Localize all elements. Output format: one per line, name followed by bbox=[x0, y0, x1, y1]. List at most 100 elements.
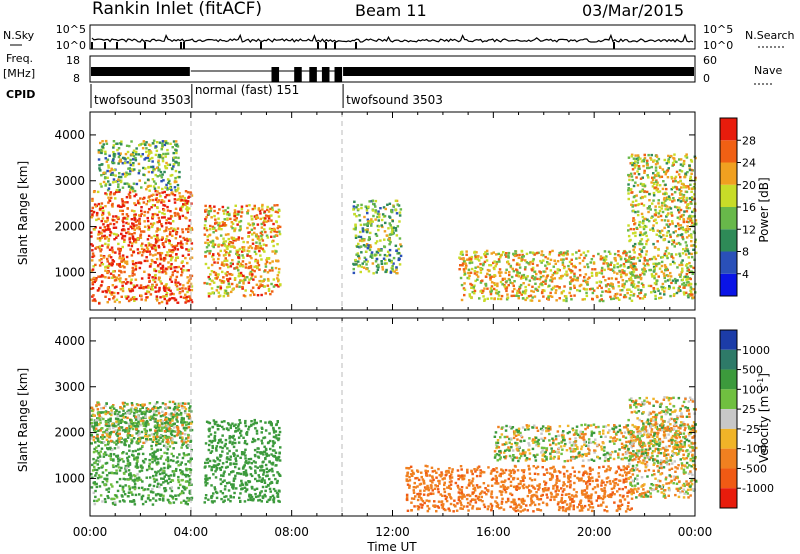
echo-cell bbox=[617, 285, 621, 288]
echo-cell bbox=[137, 448, 140, 451]
echo-cell bbox=[228, 254, 231, 257]
echo-cell bbox=[145, 468, 149, 472]
echo-cell bbox=[159, 195, 162, 198]
echo-cell bbox=[100, 236, 103, 239]
echo-cell bbox=[261, 239, 265, 242]
echo-cell bbox=[631, 200, 635, 204]
echo-cell bbox=[553, 285, 557, 288]
echo-cell bbox=[93, 280, 96, 284]
echo-cell bbox=[660, 175, 664, 178]
echo-cell bbox=[176, 301, 180, 304]
echo-cell bbox=[99, 250, 102, 253]
echo-cell bbox=[377, 225, 381, 228]
echo-cell bbox=[155, 240, 158, 243]
echo-cell bbox=[278, 283, 282, 287]
echo-cell bbox=[119, 152, 122, 155]
echo-cell bbox=[236, 223, 239, 226]
echo-cell bbox=[690, 202, 693, 205]
echo-cell bbox=[188, 491, 191, 494]
echo-cell bbox=[678, 197, 681, 200]
echo-cell bbox=[166, 148, 169, 152]
echo-cell bbox=[186, 281, 189, 285]
echo-cell bbox=[642, 164, 645, 168]
echo-cell bbox=[381, 268, 385, 271]
echo-cell bbox=[131, 450, 135, 453]
echo-cell bbox=[672, 239, 676, 242]
echo-cell bbox=[179, 432, 182, 435]
echo-cell bbox=[181, 205, 184, 208]
echo-cell bbox=[94, 427, 98, 430]
colorbar-tick-label: 28 bbox=[742, 134, 756, 147]
echo-cell bbox=[130, 438, 133, 441]
echo-cell bbox=[645, 240, 649, 243]
echo-cell bbox=[230, 236, 233, 239]
echo-cell bbox=[127, 495, 130, 498]
echo-cell bbox=[155, 478, 158, 481]
echo-cell bbox=[225, 263, 228, 266]
echo-cell bbox=[681, 283, 684, 286]
echo-cell bbox=[636, 184, 640, 187]
echo-cell bbox=[639, 273, 642, 277]
echo-cell bbox=[121, 228, 125, 231]
echo-cell bbox=[237, 272, 241, 275]
echo-cell bbox=[147, 200, 151, 203]
echo-cell bbox=[182, 499, 186, 502]
echo-cell bbox=[371, 256, 374, 259]
echo-cell bbox=[525, 278, 528, 281]
echo-cell bbox=[175, 285, 179, 288]
echo-cell bbox=[270, 282, 273, 286]
echo-cell bbox=[644, 231, 648, 234]
echo-cell bbox=[241, 285, 244, 289]
echo-cell bbox=[158, 498, 161, 501]
echo-cell bbox=[673, 177, 677, 180]
echo-cell bbox=[154, 269, 158, 273]
echo-cell bbox=[150, 444, 153, 448]
echo-cell bbox=[121, 265, 125, 268]
echo-cell bbox=[100, 202, 104, 205]
echo-cell bbox=[467, 271, 470, 275]
echo-cell bbox=[171, 415, 175, 419]
echo-cell bbox=[241, 265, 245, 268]
echo-cell bbox=[92, 438, 96, 442]
echo-cell bbox=[151, 142, 155, 145]
echo-cell bbox=[260, 234, 263, 238]
echo-cell bbox=[473, 272, 477, 275]
echo-cell bbox=[108, 262, 111, 265]
echo-cell bbox=[104, 462, 108, 465]
echo-cell bbox=[222, 263, 225, 266]
echo-cell bbox=[106, 286, 110, 290]
echo-cell bbox=[657, 199, 660, 202]
echo-cell bbox=[496, 282, 499, 285]
echo-cell bbox=[178, 195, 182, 198]
echo-cell bbox=[636, 275, 639, 278]
echo-cell bbox=[273, 235, 276, 238]
echo-cell bbox=[145, 440, 148, 443]
echo-cell bbox=[394, 227, 398, 230]
echo-cell bbox=[151, 156, 154, 160]
echo-cell bbox=[139, 464, 143, 467]
echo-cell bbox=[390, 261, 393, 264]
echo-cell bbox=[666, 196, 670, 200]
echo-cell bbox=[603, 268, 606, 272]
echo-cell bbox=[657, 174, 661, 177]
echo-cell bbox=[659, 231, 662, 235]
echo-cell bbox=[126, 434, 130, 437]
echo-cell bbox=[115, 496, 119, 499]
echo-cell bbox=[175, 416, 179, 419]
echo-cell bbox=[146, 156, 149, 160]
echo-cell bbox=[188, 481, 191, 484]
echo-cell bbox=[107, 276, 111, 279]
echo-cell bbox=[360, 265, 363, 268]
echo-cell bbox=[222, 281, 225, 284]
echo-cell bbox=[235, 266, 239, 269]
echo-cell bbox=[682, 220, 686, 224]
echo-cell bbox=[230, 282, 234, 286]
echo-cell bbox=[144, 156, 148, 160]
echo-cell bbox=[157, 264, 160, 267]
echo-cell bbox=[489, 278, 492, 281]
echo-cell bbox=[242, 240, 245, 244]
echo-cell bbox=[264, 269, 267, 272]
echo-cell bbox=[679, 227, 683, 230]
echo-cell bbox=[375, 257, 379, 261]
echo-cell bbox=[627, 260, 630, 263]
